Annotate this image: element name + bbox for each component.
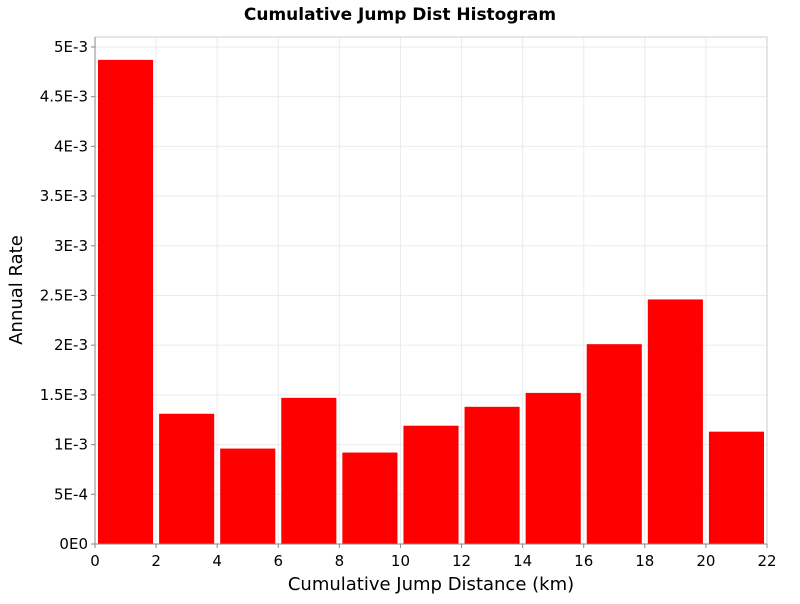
histogram-bar-8 bbox=[586, 344, 642, 544]
x-tick-label-7: 14 bbox=[513, 552, 532, 570]
histogram-bar-6 bbox=[464, 406, 520, 544]
y-tick-label-9: 4.5E-3 bbox=[40, 88, 88, 106]
axis-layer bbox=[94, 37, 767, 545]
y-tick-label-4: 2E-3 bbox=[54, 336, 88, 354]
x-tick-label-4: 8 bbox=[335, 552, 345, 570]
y-tick-label-3: 1.5E-3 bbox=[40, 386, 88, 404]
x-tick-label-2: 4 bbox=[212, 552, 222, 570]
bars-layer bbox=[98, 59, 764, 544]
histogram-bar-5 bbox=[403, 425, 459, 544]
y-tick-label-5: 2.5E-3 bbox=[40, 286, 88, 304]
histogram-bar-9 bbox=[647, 299, 703, 544]
y-tick-label-1: 5E-4 bbox=[54, 485, 88, 503]
ticks-layer: 0 2 4 6 8 10 12 14 16 18 20 22 0E0 5E-4 1E-3 1.5E-3 2E-3… bbox=[40, 38, 777, 570]
x-tick-label-11: 22 bbox=[757, 552, 776, 570]
y-tick-label-10: 5E-3 bbox=[54, 38, 88, 56]
x-tick-label-6: 12 bbox=[452, 552, 471, 570]
y-tick-label-8: 4E-3 bbox=[54, 137, 88, 155]
x-tick-label-10: 20 bbox=[696, 552, 715, 570]
y-tick-label-2: 1E-3 bbox=[54, 436, 88, 454]
x-tick-label-0: 0 bbox=[90, 552, 100, 570]
histogram-bar-10 bbox=[708, 431, 764, 544]
x-tick-label-3: 6 bbox=[273, 552, 283, 570]
chart-title: Cumulative Jump Dist Histogram bbox=[244, 5, 556, 25]
y-axis-label: Annual Rate bbox=[6, 235, 27, 345]
x-tick-label-8: 16 bbox=[574, 552, 593, 570]
histogram-bar-3 bbox=[281, 397, 337, 544]
y-tick-label-0: 0E0 bbox=[59, 535, 88, 553]
x-tick-label-9: 18 bbox=[635, 552, 654, 570]
x-tick-label-1: 2 bbox=[151, 552, 161, 570]
y-tick-label-6: 3E-3 bbox=[54, 237, 88, 255]
histogram-bar-7 bbox=[525, 392, 581, 544]
histogram-bar-1 bbox=[159, 413, 215, 544]
x-tick-label-5: 10 bbox=[391, 552, 410, 570]
y-tick-label-7: 3.5E-3 bbox=[40, 187, 88, 205]
histogram-bar-4 bbox=[342, 452, 398, 544]
x-axis-label: Cumulative Jump Distance (km) bbox=[288, 574, 574, 595]
histogram-bar-2 bbox=[220, 448, 276, 544]
histogram-bar-0 bbox=[98, 59, 154, 544]
